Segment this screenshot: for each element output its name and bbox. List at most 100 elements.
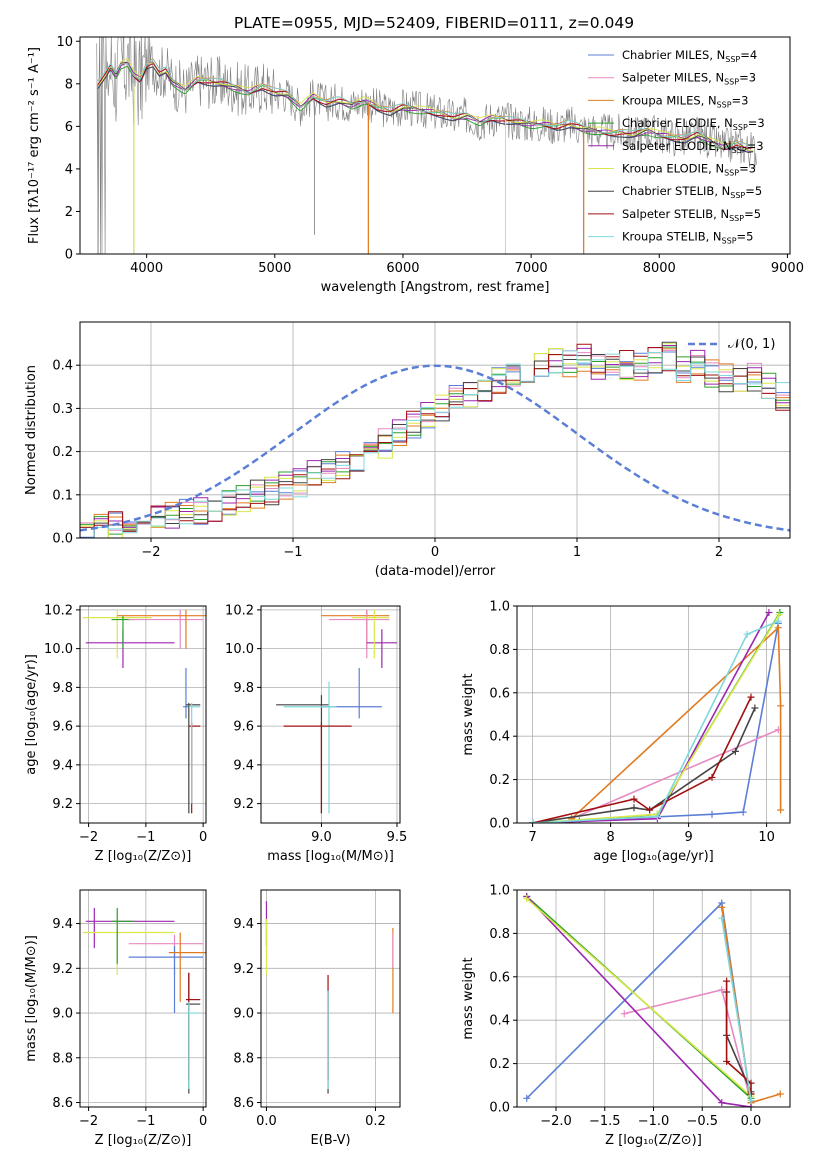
legend-label: 𝒩(0, 1) (728, 337, 775, 352)
errorbar (283, 722, 352, 814)
errorbar (185, 972, 201, 1094)
mass-weight-marker (630, 795, 638, 803)
x-axis-label: (data-model)/error (375, 564, 496, 579)
y-tick-label: 10.2 (44, 603, 73, 618)
residual-histogram (80, 347, 790, 538)
x-tick-label: −1 (136, 830, 155, 845)
mass-weight-marker (529, 819, 537, 823)
legend-label: Salpeter STELIB, NSSP=5 (622, 207, 761, 223)
y-tick-label: 0.2 (52, 445, 73, 460)
mass-weight-marker (653, 812, 661, 820)
y-tick-label: 6 (65, 120, 73, 135)
x-tick-label: 8000 (643, 261, 676, 276)
x-axis-label: E(B-V) (310, 1133, 350, 1148)
errorbar (117, 609, 206, 649)
y-axis-label: age [log₁₀(age/yr)] (24, 654, 39, 775)
mass-weight-marker (646, 806, 654, 814)
x-tick-label: 4000 (130, 261, 163, 276)
residual-histogram (80, 346, 790, 535)
y-tick-label: 0.8 (489, 643, 510, 658)
axes-frame (260, 889, 401, 1108)
y-tick-label: 0.1 (52, 488, 73, 503)
x-tick-label: 9000 (771, 261, 804, 276)
y-tick-label: 4 (65, 162, 73, 177)
mass-weight-marker (777, 806, 785, 814)
mass-weight-marker (708, 810, 716, 818)
mass-weight-marker (747, 693, 755, 701)
y-axis-label: Flux [fλ10⁻¹⁷ erg cm⁻² s⁻¹ A⁻¹] (27, 47, 42, 244)
y-tick-label: 9.2 (233, 962, 254, 977)
y-tick-label: 9.2 (52, 797, 73, 812)
residual-histogram (80, 350, 790, 538)
errorbar (351, 609, 390, 659)
errorbar (111, 907, 135, 964)
mass-weight-marker (718, 914, 726, 922)
errorbar (321, 668, 382, 719)
errorbar (82, 609, 152, 659)
plot-area (517, 890, 790, 1107)
legend-label: Salpeter MILES, NSSP=3 (622, 71, 756, 87)
y-tick-label: 0.2 (489, 1057, 510, 1072)
y-axis-label: Normed distribution (24, 365, 39, 495)
x-tick-label: 0.2 (365, 1114, 386, 1129)
x-tick-label: −2 (141, 545, 160, 560)
model-spectrum (97, 59, 754, 149)
residual-histogram (80, 341, 790, 538)
y-tick-label: 10.0 (225, 642, 254, 657)
mass-weight-marker (765, 609, 773, 617)
errorbar (128, 945, 204, 1014)
x-tick-label: 2 (715, 545, 723, 560)
mass-weight-marker (718, 1099, 726, 1107)
x-tick-label: 9.5 (387, 830, 408, 845)
errorbar (185, 972, 201, 1081)
legend-label: Kroupa STELIB, NSSP=5 (622, 230, 753, 246)
y-tick-label: 0 (65, 248, 73, 263)
mass-weight-line (526, 898, 752, 1097)
x-tick-label: 1 (573, 545, 581, 560)
legend-label: Kroupa MILES, NSSP=3 (622, 93, 748, 109)
mass-weight-marker (747, 1103, 755, 1107)
y-tick-label: 9.4 (233, 758, 254, 773)
mass-weight-marker (718, 986, 726, 994)
y-tick-label: 0.6 (489, 686, 510, 701)
errorbar (85, 907, 175, 949)
panel-mass_vs_EBV: 0.0 0.2 8.6 8.8 9.0 9.2 9.4 E(B-V) (233, 889, 401, 1148)
errorbar (183, 668, 189, 719)
y-tick-label: 0.3 (52, 402, 73, 417)
y-tick-label: 10.2 (225, 603, 254, 618)
x-tick-label: 9.0 (311, 830, 332, 845)
mass-weight-line (532, 620, 779, 823)
errorbar (283, 681, 337, 814)
y-tick-label: 0.2 (489, 773, 510, 788)
x-axis-label: age [log₁₀(age/yr)] (593, 849, 714, 864)
x-tick-label: −1.0 (638, 1114, 670, 1129)
legend-label: Chabrier STELIB, NSSP=5 (622, 184, 762, 200)
x-tick-label: 0 (199, 1114, 207, 1129)
x-tick-label: 0.0 (256, 1114, 277, 1129)
mass-weight-marker (775, 611, 783, 619)
panel-mass_vs_Z: −2 −1 0 8.6 8.8 9.0 9.2 9.4 Z [log₁₀(Z/Z⊙)] mass … (24, 889, 207, 1148)
y-tick-label: 9.4 (233, 917, 254, 932)
residual-histogram (80, 345, 790, 538)
x-tick-label: 0 (431, 545, 439, 560)
y-tick-label: 0.0 (52, 532, 73, 547)
plot-area (96, 37, 757, 254)
mass-weight-line (532, 612, 770, 823)
x-tick-label: 10 (758, 830, 775, 845)
x-tick-label: 5000 (258, 261, 291, 276)
panel-massweight_vs_Z: −2.0 −1.5 −1.0 −0.5 0.0 0.0 0.2 0.4 0.6 0.8 1.0 Z [… (461, 884, 791, 1148)
y-tick-label: 10 (56, 35, 73, 50)
axes-frame (79, 889, 207, 1108)
mass-weight-marker (776, 1090, 784, 1098)
y-tick-label: 1.0 (489, 884, 510, 899)
mass-weight-marker (620, 1010, 628, 1018)
x-tick-label: 7000 (515, 261, 548, 276)
x-tick-label: 6000 (386, 261, 419, 276)
x-tick-label: −1.5 (589, 1114, 621, 1129)
y-tick-label: 9.0 (233, 1007, 254, 1022)
y-tick-label: 9.8 (52, 681, 73, 696)
panel-massweight_vs_age: 7 8 9 10 0.0 0.2 0.4 0.6 0.8 1.0 age [log₁₀(age/yr… (461, 600, 791, 864)
panel-age_vs_Z: −2 −1 0 9.2 9.4 9.6 9.8 10.0 10.2 Z [log₁₀(Z/Z⊙)]… (24, 603, 207, 864)
y-tick-label: 9.6 (52, 720, 73, 735)
